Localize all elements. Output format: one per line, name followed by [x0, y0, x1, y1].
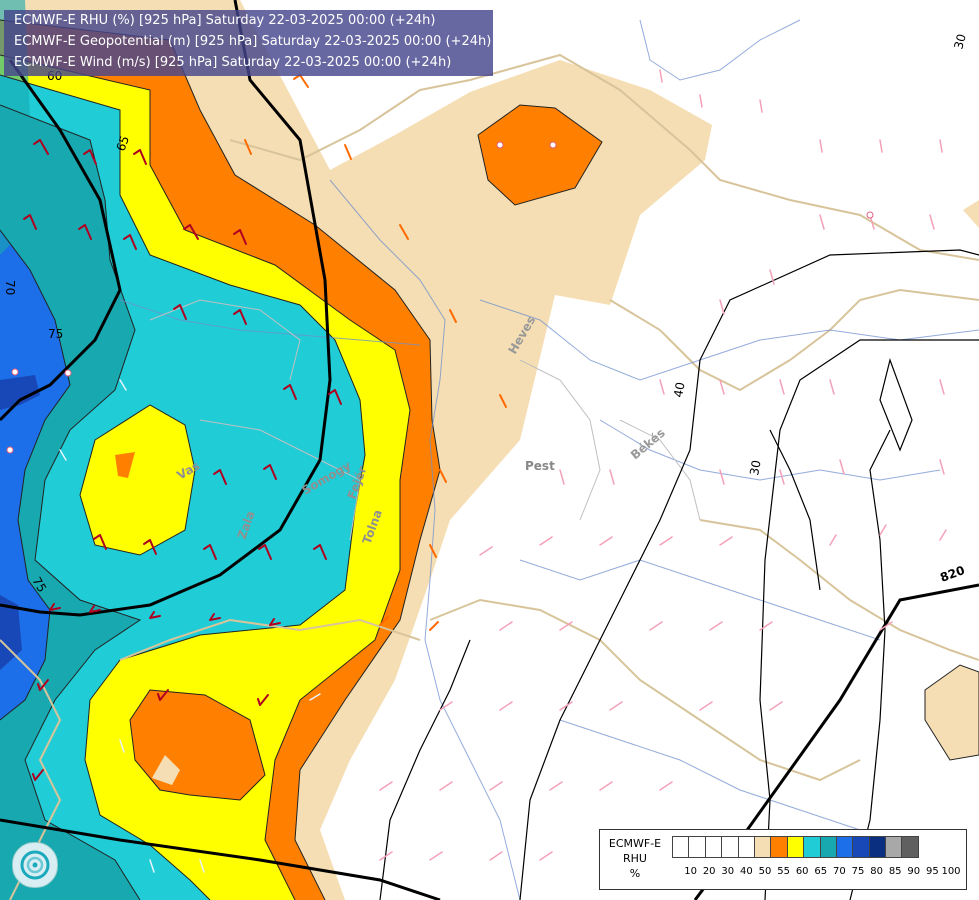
legend-tick-70: 70: [833, 866, 846, 877]
legend-swatch-4: [737, 836, 755, 858]
legend-tick-65: 65: [814, 866, 828, 877]
contour-label-75b: 75: [29, 575, 49, 595]
legend-swatch-5: [753, 836, 772, 858]
legend-tick-55: 55: [777, 866, 790, 877]
legend-title: ECMWF-E RHU %: [604, 836, 666, 881]
rhu-band-75: [0, 230, 70, 720]
legend-tick-50: 50: [758, 866, 772, 877]
legend-ticks: 10 20 30 40 50 55 60 65 70 75 80 85 90 95 100: [672, 866, 966, 882]
wind-barbs-orange: [244, 74, 507, 631]
legend-swatch-14: [901, 836, 919, 858]
map-title-box: ECMWF-E RHU (%) [925 hPa] Saturday 22-03…: [4, 10, 493, 76]
title-geopotential: ECMWF-E Geopotential (m) [925 hPa] Satur…: [14, 34, 492, 49]
legend-swatches: [672, 836, 919, 858]
legend-tick-40: 40: [740, 866, 753, 877]
contour-label-70: 70: [3, 280, 17, 295]
contour-label-40: 40: [671, 381, 687, 398]
swirl-logo-icon: [20, 850, 50, 880]
humidity-contours: [0, 19, 979, 900]
legend-tick-60: 60: [795, 866, 809, 877]
legend-swatch-12: [868, 836, 887, 858]
legend-tick-85: 85: [888, 866, 902, 877]
country-borders: [0, 53, 979, 900]
contour-label-30b: 30: [951, 32, 968, 50]
ne-orange-blob: [478, 105, 602, 205]
legend-swatch-2: [704, 836, 723, 858]
title-rhu: ECMWF-E RHU (%) [925 hPa] Saturday 22-03…: [14, 13, 436, 28]
wind-barbs-pink: [379, 69, 947, 861]
rhu-legend: ECMWF-E RHU % 10 20 30 40 50 55 60 65 70 75 80 85 90…: [599, 829, 967, 890]
contour-label-75: 75: [48, 327, 63, 341]
legend-swatch-9: [819, 836, 837, 858]
legend-swatch-10: [835, 836, 854, 858]
legend-swatch-0: [672, 836, 690, 858]
legend-tick-80: 80: [870, 866, 883, 877]
wind-barbs-light: [59, 379, 321, 873]
legend-tick-95: 95: [926, 866, 939, 877]
legend-title-variable: RHU: [623, 852, 647, 865]
legend-tick-30: 30: [721, 866, 735, 877]
legend-swatch-6: [770, 836, 788, 858]
wind-barbs-red: [23, 139, 342, 781]
south-cream-blob: [152, 755, 180, 785]
legend-tick-20: 20: [702, 866, 716, 877]
dry-pocket-yellow: [80, 405, 195, 555]
legend-swatch-3: [721, 836, 739, 858]
legend-swatch-8: [803, 836, 821, 858]
contour-label-65: 65: [114, 134, 132, 153]
legend-tick-10: 10: [684, 866, 697, 877]
east-cream-small: [963, 200, 979, 228]
legend-tick-100: 100: [941, 866, 961, 877]
east-cream-blob: [925, 665, 979, 760]
calm-wind-circles: [6, 141, 874, 454]
title-wind: ECMWF-E Wind (m/s) [925 hPa] Saturday 22…: [14, 55, 452, 70]
contour-label-30: 30: [747, 459, 763, 476]
legend-swatch-7: [786, 836, 805, 858]
place-label-pest: Pest: [525, 459, 555, 473]
legend-swatch-13: [885, 836, 903, 858]
legend-title-unit: %: [629, 867, 641, 880]
legend-swatch-11: [852, 836, 870, 858]
legend-swatch-1: [688, 836, 706, 858]
rhu-band-85b: [0, 595, 22, 670]
dry-pocket-orange: [115, 452, 135, 478]
rhu-band-85: [0, 375, 40, 410]
legend-title-model: ECMWF-E: [608, 837, 662, 850]
wind-barbs: [6, 69, 947, 873]
legend-tick-90: 90: [907, 866, 921, 877]
model-logo: [12, 842, 58, 888]
legend-tick-75: 75: [851, 866, 865, 877]
